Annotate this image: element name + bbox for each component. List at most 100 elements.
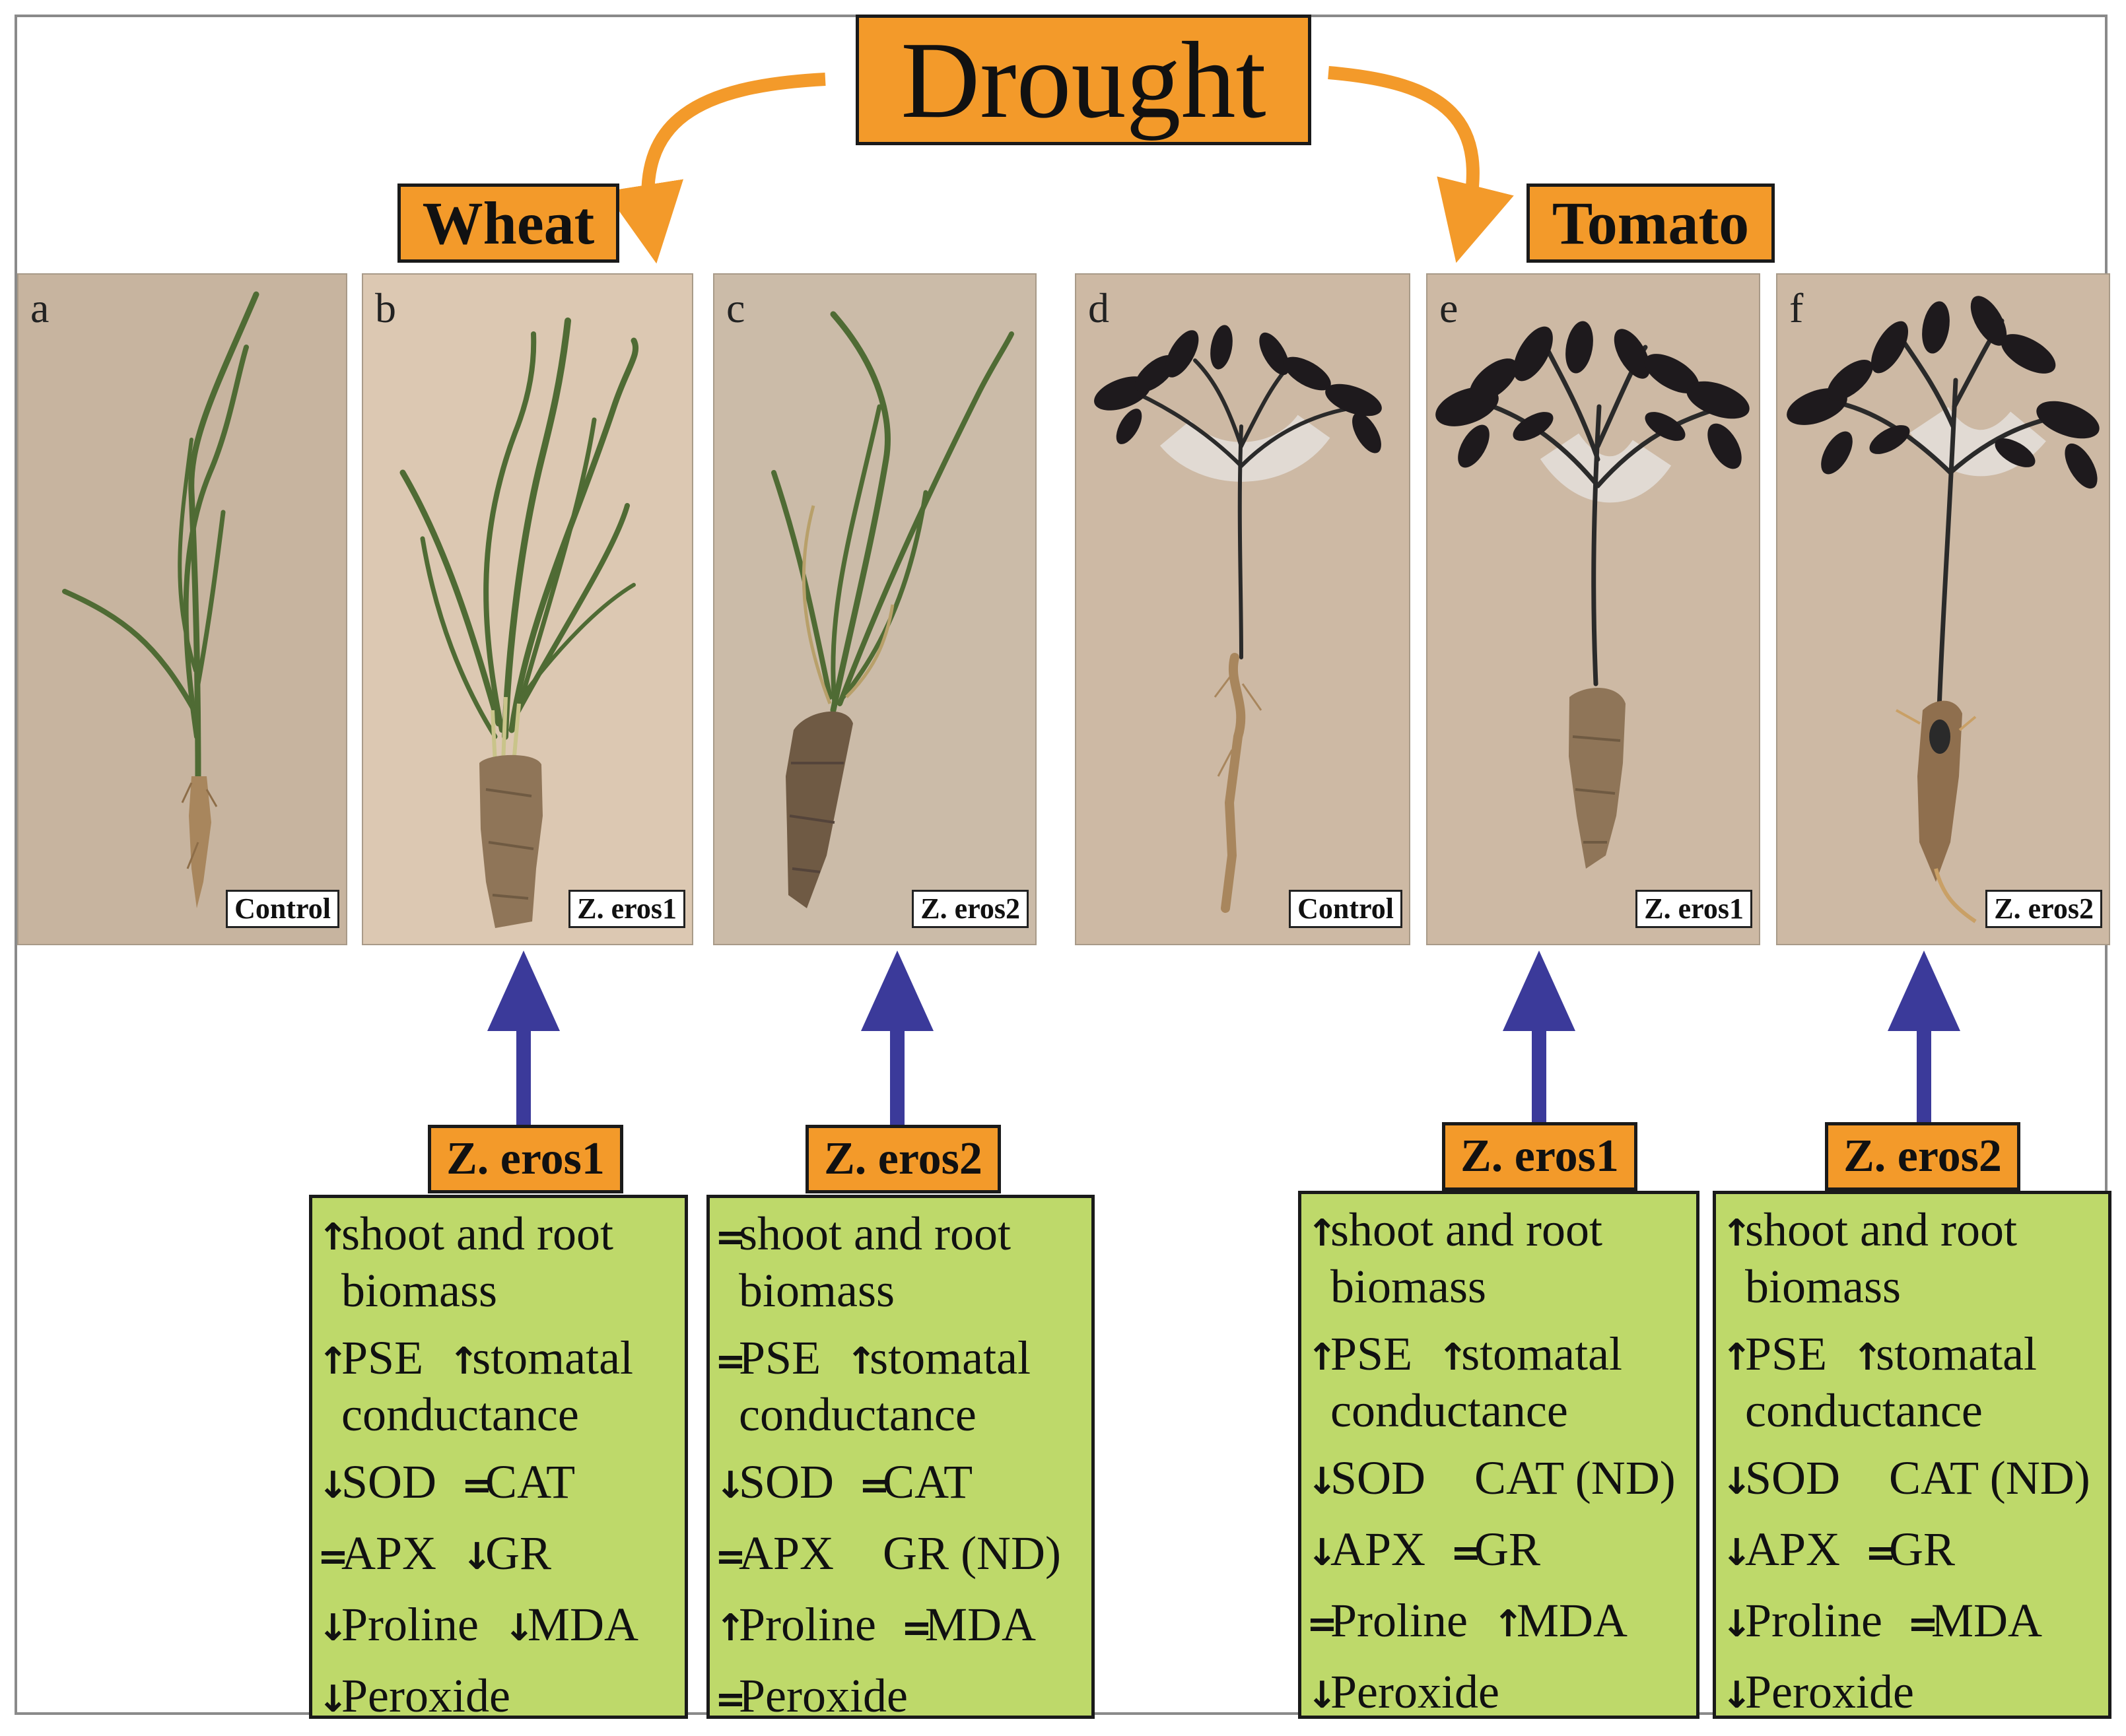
effect-text: GR	[485, 1527, 552, 1580]
effect-line: ↓APX =GR	[1721, 1523, 2108, 1580]
effect-text: CAT (ND)	[1889, 1452, 2090, 1504]
effect-line: conductance	[318, 1388, 685, 1441]
effect-text: APX	[1745, 1523, 1841, 1576]
effects-box-wheat-zeros1: ↑shoot and root biomass ↑PSE ↑stomatal condu…	[309, 1195, 688, 1722]
photo-panel-c: c Z. eros2	[713, 273, 1037, 945]
decrease-arrow-icon: ↓	[503, 1607, 535, 1650]
effect-line: =Proline ↑MDA	[1307, 1594, 1696, 1651]
panel-letter: a	[30, 284, 50, 331]
increase-arrow-icon: ↑	[846, 1340, 877, 1383]
treatment-label: Control	[1289, 890, 1402, 928]
effect-text: APX	[341, 1527, 437, 1580]
effect-line: ↓SOD CAT (ND)	[1721, 1452, 2108, 1508]
effect-line: ↓Proline =MDA	[1721, 1594, 2108, 1651]
decrease-arrow-icon: ↓	[318, 1678, 349, 1721]
effect-text: Peroxide	[1745, 1665, 1914, 1718]
effect-text: biomass	[341, 1264, 498, 1317]
treatment-box-tomato-1: Z. eros1	[1442, 1122, 1637, 1191]
effect-text: Proline	[341, 1598, 479, 1651]
effect-line: ↓SOD =CAT	[715, 1455, 1091, 1512]
effect-line: =APX ↓GR	[318, 1527, 685, 1584]
effect-line: =PSE ↑stomatal	[715, 1331, 1091, 1388]
effect-text: SOD	[739, 1455, 835, 1508]
orange-curved-arrow-icon	[605, 73, 826, 264]
increase-arrow-icon: ↑	[1492, 1603, 1524, 1646]
unchanged-equals-icon: =	[715, 1216, 746, 1259]
photo-panel-d: d Control	[1075, 273, 1410, 945]
effect-line: ↓APX =GR	[1307, 1523, 1696, 1580]
effect-text: CAT	[883, 1455, 973, 1508]
effect-text: shoot and root	[739, 1207, 1011, 1260]
decrease-arrow-icon: ↓	[318, 1607, 349, 1650]
increase-arrow-icon: ↑	[1721, 1212, 1752, 1255]
stress-title: Drought	[901, 18, 1266, 141]
unchanged-equals-icon: =	[715, 1535, 746, 1578]
unchanged-equals-icon: =	[462, 1464, 493, 1507]
effect-text: GR	[1474, 1523, 1541, 1576]
effect-text: MDA	[527, 1598, 638, 1651]
effect-line: biomass	[1307, 1260, 1696, 1313]
treatment-label: Z. eros2	[912, 890, 1029, 928]
treatment-label: Z. eros2	[1985, 890, 2102, 928]
decrease-arrow-icon: ↓	[318, 1464, 349, 1507]
photo-panel-e: e Z. eros1	[1426, 273, 1760, 945]
unchanged-equals-icon: =	[1307, 1603, 1338, 1646]
treatment-name: Z. eros2	[824, 1133, 982, 1184]
effect-line: ↓Peroxide	[1307, 1665, 1696, 1722]
effect-text: MDA	[924, 1598, 1036, 1651]
effect-text: Proline	[739, 1598, 876, 1651]
blue-up-arrow-icon	[487, 951, 560, 1125]
effects-box-tomato-zeros2: ↑shoot and root biomass ↑PSE ↑stomatal condu…	[1713, 1191, 2111, 1719]
effect-text: conductance	[341, 1388, 579, 1441]
decrease-arrow-icon: ↓	[1307, 1531, 1338, 1574]
effect-line: ↑shoot and root	[1721, 1203, 2108, 1260]
effect-text: GR (ND)	[883, 1527, 1062, 1580]
effect-text: MDA	[1931, 1594, 2042, 1647]
treatment-name: Z. eros1	[1460, 1131, 1619, 1182]
crop-name: Tomato	[1552, 189, 1750, 257]
unchanged-equals-icon: =	[715, 1678, 746, 1721]
effect-text: SOD	[1330, 1452, 1426, 1504]
effect-text: CAT (ND)	[1474, 1452, 1676, 1504]
effect-line: =APX GR (ND)	[715, 1527, 1091, 1584]
effect-line: conductance	[715, 1388, 1091, 1441]
effect-text: Proline	[1745, 1594, 1882, 1647]
crop-label-wheat: Wheat	[397, 184, 619, 263]
effect-line: ↑PSE ↑stomatal	[318, 1331, 685, 1388]
unchanged-equals-icon: =	[1907, 1603, 1938, 1646]
unchanged-equals-icon: =	[901, 1607, 932, 1650]
photo-panel-a: a Control	[17, 273, 347, 945]
effect-text: shoot and root	[1330, 1203, 1602, 1256]
effect-line: ↓Peroxide	[318, 1669, 685, 1726]
decrease-arrow-icon: ↓	[1721, 1603, 1752, 1646]
panel-letter: d	[1088, 284, 1109, 331]
effect-line: ↑PSE ↑stomatal	[1307, 1327, 1696, 1384]
effects-box-tomato-zeros1: ↑shoot and root biomass ↑PSE ↑stomatal condu…	[1298, 1191, 1699, 1719]
treatment-name: Z. eros2	[1843, 1131, 2002, 1182]
effect-line: ↑shoot and root	[1307, 1203, 1696, 1260]
effect-text: stomatal	[1876, 1327, 2038, 1380]
treatment-name: Z. eros1	[446, 1133, 605, 1184]
treatment-box-wheat-1: Z. eros1	[428, 1125, 623, 1193]
effect-text: APX	[1330, 1523, 1426, 1576]
effect-text: conductance	[739, 1388, 977, 1441]
effect-text: stomatal	[1461, 1327, 1623, 1380]
panel-letter: b	[375, 284, 396, 331]
effect-line: biomass	[715, 1264, 1091, 1317]
increase-arrow-icon: ↑	[1852, 1336, 1883, 1379]
blue-up-arrow-icon	[1888, 951, 1960, 1125]
increase-arrow-icon: ↑	[318, 1340, 349, 1383]
effect-line: ↑PSE ↑stomatal	[1721, 1327, 2108, 1384]
effect-line: ↓SOD =CAT	[318, 1455, 685, 1512]
effect-text: conductance	[1745, 1384, 1983, 1437]
tomato-plant-illustration	[1435, 321, 1750, 869]
blue-up-arrow-icon	[1503, 951, 1575, 1125]
decrease-arrow-icon: ↓	[1307, 1674, 1338, 1717]
decrease-arrow-icon: ↓	[1721, 1674, 1752, 1717]
effect-text: biomass	[739, 1264, 895, 1317]
crop-label-tomato: Tomato	[1526, 184, 1775, 263]
effect-text: biomass	[1330, 1260, 1487, 1313]
effect-line: =Peroxide	[715, 1669, 1091, 1726]
